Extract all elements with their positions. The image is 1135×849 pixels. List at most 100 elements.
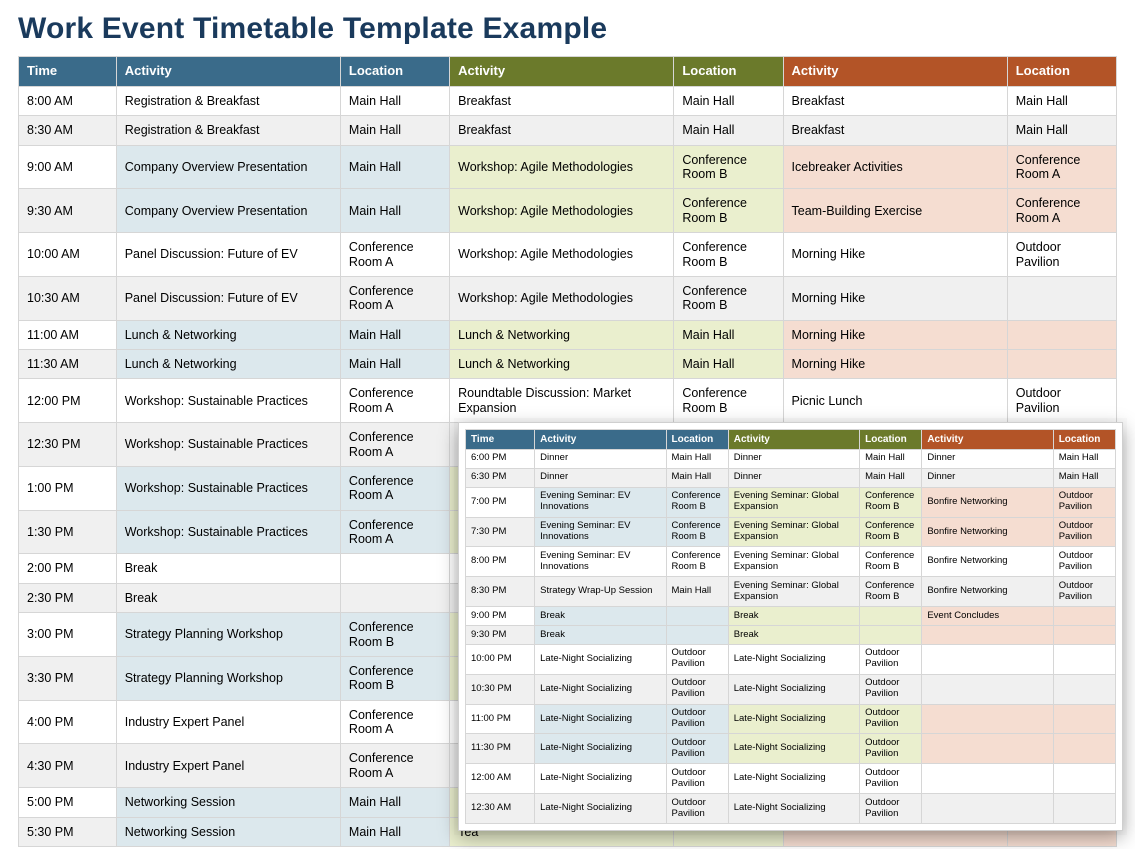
col-activity-1: Activity [535, 430, 666, 450]
cell-activity-3 [922, 794, 1053, 824]
cell-location-2 [860, 626, 922, 645]
cell-location-1: Main Hall [340, 350, 449, 379]
cell-activity-1: Dinner [535, 449, 666, 468]
cell-time: 7:00 PM [466, 487, 535, 517]
cell-activity-3: Dinner [922, 449, 1053, 468]
cell-location-2: Conference Room B [860, 517, 922, 547]
cell-activity-2: Evening Seminar: Global Expansion [728, 517, 859, 547]
cell-activity-1: Workshop: Sustainable Practices [116, 510, 340, 554]
cell-activity-3 [922, 644, 1053, 674]
cell-activity-2: Late-Night Socializing [728, 644, 859, 674]
cell-location-3 [1053, 794, 1115, 824]
cell-activity-3: Event Concludes [922, 607, 1053, 626]
cell-time: 10:30 AM [19, 276, 117, 320]
cell-location-2: Conference Room B [674, 233, 783, 277]
cell-location-3: Conference Room A [1007, 145, 1116, 189]
cell-activity-3: Picnic Lunch [783, 379, 1007, 423]
cell-location-2: Conference Room B [674, 189, 783, 233]
cell-location-1: Main Hall [340, 116, 449, 145]
cell-time: 9:00 PM [466, 607, 535, 626]
cell-location-2: Conference Room B [674, 276, 783, 320]
cell-activity-2: Lunch & Networking [450, 350, 674, 379]
cell-activity-2: Breakfast [450, 116, 674, 145]
cell-activity-1: Company Overview Presentation [116, 145, 340, 189]
cell-location-3 [1053, 704, 1115, 734]
cell-activity-3: Morning Hike [783, 233, 1007, 277]
cell-location-3: Main Hall [1053, 449, 1115, 468]
cell-location-2: Outdoor Pavilion [860, 794, 922, 824]
cell-location-2 [860, 607, 922, 626]
cell-activity-1: Workshop: Sustainable Practices [116, 379, 340, 423]
cell-location-1 [666, 607, 728, 626]
cell-location-1 [666, 626, 728, 645]
cell-location-1: Main Hall [340, 189, 449, 233]
table-row: 7:00 PMEvening Seminar: EV InnovationsCo… [466, 487, 1116, 517]
cell-time: 11:30 AM [19, 350, 117, 379]
cell-location-1: Conference Room A [340, 744, 449, 788]
cell-time: 8:30 PM [466, 577, 535, 607]
table-row: 6:00 PMDinnerMain HallDinnerMain HallDin… [466, 449, 1116, 468]
cell-activity-3: Team-Building Exercise [783, 189, 1007, 233]
cell-activity-2: Late-Night Socializing [728, 734, 859, 764]
cell-activity-3 [922, 626, 1053, 645]
cell-location-2: Main Hall [674, 116, 783, 145]
cell-time: 2:00 PM [19, 554, 117, 583]
cell-location-3: Main Hall [1007, 116, 1116, 145]
timetable-header-row: Time Activity Location Activity Location… [19, 57, 1117, 87]
cell-time: 10:30 PM [466, 674, 535, 704]
col-location-1: Location [340, 57, 449, 87]
page-title: Work Event Timetable Template Example [18, 12, 1117, 46]
cell-activity-1: Networking Session [116, 817, 340, 846]
cell-location-1: Conference Room A [340, 276, 449, 320]
cell-time: 9:30 PM [466, 626, 535, 645]
cell-location-1: Conference Room A [340, 466, 449, 510]
col-activity-2: Activity [450, 57, 674, 87]
cell-activity-1: Late-Night Socializing [535, 734, 666, 764]
cell-location-3: Main Hall [1053, 468, 1115, 487]
cell-location-3: Conference Room A [1007, 189, 1116, 233]
cell-activity-3 [922, 674, 1053, 704]
cell-location-1: Main Hall [340, 320, 449, 349]
cell-activity-3: Bonfire Networking [922, 487, 1053, 517]
cell-location-1: Main Hall [340, 145, 449, 189]
timetable-evening: Time Activity Location Activity Location… [465, 429, 1116, 824]
table-row: 10:30 AMPanel Discussion: Future of EVCo… [19, 276, 1117, 320]
cell-location-1: Outdoor Pavilion [666, 764, 728, 794]
cell-activity-1: Panel Discussion: Future of EV [116, 233, 340, 277]
cell-activity-1: Break [116, 554, 340, 583]
cell-activity-3: Bonfire Networking [922, 577, 1053, 607]
cell-location-3 [1053, 734, 1115, 764]
cell-location-1: Outdoor Pavilion [666, 674, 728, 704]
table-row: 6:30 PMDinnerMain HallDinnerMain HallDin… [466, 468, 1116, 487]
table-row: 10:00 PMLate-Night SocializingOutdoor Pa… [466, 644, 1116, 674]
table-row: 12:30 AMLate-Night SocializingOutdoor Pa… [466, 794, 1116, 824]
cell-time: 6:00 PM [466, 449, 535, 468]
cell-activity-3 [922, 704, 1053, 734]
table-row: 12:00 AMLate-Night SocializingOutdoor Pa… [466, 764, 1116, 794]
table-row: 8:00 PMEvening Seminar: EV InnovationsCo… [466, 547, 1116, 577]
cell-activity-1: Evening Seminar: EV Innovations [535, 487, 666, 517]
cell-location-1: Main Hall [340, 86, 449, 115]
table-row: 8:30 PMStrategy Wrap-Up SessionMain Hall… [466, 577, 1116, 607]
cell-activity-3: Breakfast [783, 86, 1007, 115]
cell-location-1: Conference Room A [340, 423, 449, 467]
cell-time: 8:00 AM [19, 86, 117, 115]
cell-location-3 [1007, 320, 1116, 349]
cell-activity-1: Strategy Planning Workshop [116, 613, 340, 657]
cell-location-3 [1053, 764, 1115, 794]
cell-location-2: Conference Room B [860, 547, 922, 577]
table-row: 7:30 PMEvening Seminar: EV InnovationsCo… [466, 517, 1116, 547]
cell-time: 5:30 PM [19, 817, 117, 846]
cell-location-2: Outdoor Pavilion [860, 734, 922, 764]
cell-location-2: Conference Room B [674, 145, 783, 189]
cell-activity-2: Dinner [728, 449, 859, 468]
table-row: 9:30 AMCompany Overview PresentationMain… [19, 189, 1117, 233]
cell-activity-1: Networking Session [116, 788, 340, 817]
cell-activity-3: Dinner [922, 468, 1053, 487]
cell-time: 12:30 AM [466, 794, 535, 824]
table-row: 10:00 AMPanel Discussion: Future of EVCo… [19, 233, 1117, 277]
table-row: 10:30 PMLate-Night SocializingOutdoor Pa… [466, 674, 1116, 704]
cell-activity-1: Late-Night Socializing [535, 704, 666, 734]
col-time: Time [19, 57, 117, 87]
table-row: 11:00 AMLunch & NetworkingMain HallLunch… [19, 320, 1117, 349]
